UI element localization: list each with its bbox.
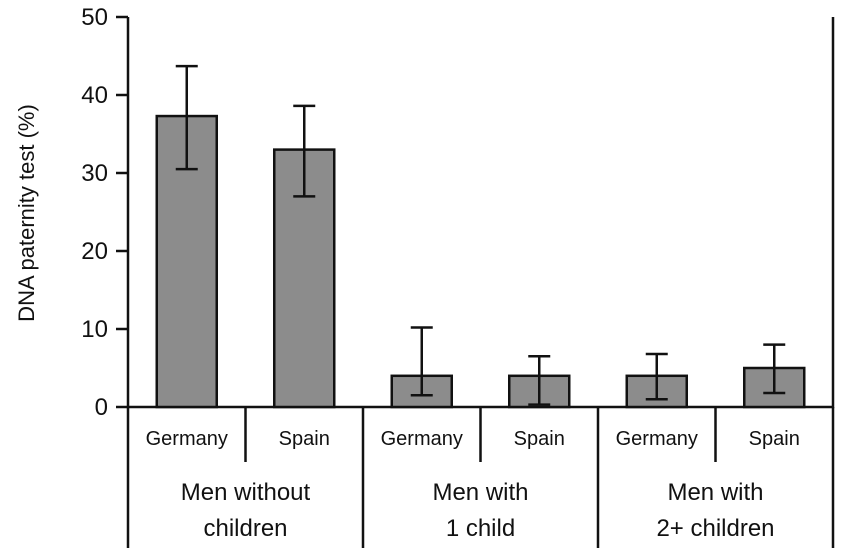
category-label: Germany <box>146 428 228 450</box>
category-label: Spain <box>279 428 330 450</box>
category-label: Germany <box>616 428 698 450</box>
bar <box>155 114 218 409</box>
group-label: 2+ children <box>656 515 774 542</box>
plot-frame <box>126 17 835 409</box>
group-label: Men without <box>181 479 311 506</box>
y-tick-label: 0 <box>95 394 108 421</box>
bars <box>155 114 806 409</box>
group-label: 1 child <box>446 515 515 542</box>
bar <box>273 148 336 409</box>
group-label: children <box>203 515 287 542</box>
error-bars <box>175 64 786 406</box>
category-label: Spain <box>749 428 800 450</box>
y-tick-label: 20 <box>81 238 108 265</box>
y-ticks: 0 10 20 30 40 50 <box>81 4 128 421</box>
y-axis-title: DNA paternity test (%) <box>14 104 39 322</box>
category-labels: Germany Spain Men without children Germany Sp… <box>146 428 800 542</box>
group-label: Men with <box>432 479 528 506</box>
group-label: Men with <box>667 479 763 506</box>
category-label: Spain <box>514 428 565 450</box>
y-tick-label: 10 <box>81 316 108 343</box>
y-tick-label: 50 <box>81 4 108 31</box>
y-tick-label: 30 <box>81 160 108 187</box>
axes <box>126 17 835 548</box>
y-tick-label: 40 <box>81 82 108 109</box>
category-label: Germany <box>381 428 463 450</box>
